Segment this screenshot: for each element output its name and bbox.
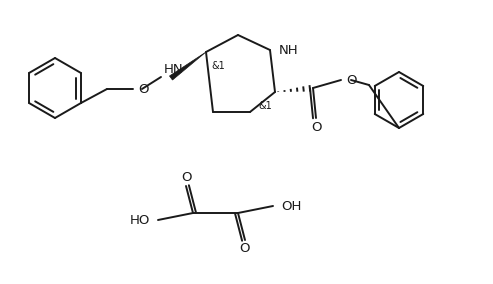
Text: NH: NH — [279, 43, 299, 57]
Text: O: O — [311, 120, 321, 133]
Text: O: O — [346, 74, 356, 87]
Text: HO: HO — [130, 214, 150, 227]
Text: O: O — [181, 170, 191, 183]
Text: &1: &1 — [258, 101, 272, 111]
Text: O: O — [240, 243, 250, 256]
Text: OH: OH — [281, 199, 301, 212]
Text: &1: &1 — [211, 61, 225, 71]
Text: HN: HN — [164, 63, 183, 76]
Text: O: O — [138, 82, 148, 95]
Polygon shape — [170, 52, 206, 80]
